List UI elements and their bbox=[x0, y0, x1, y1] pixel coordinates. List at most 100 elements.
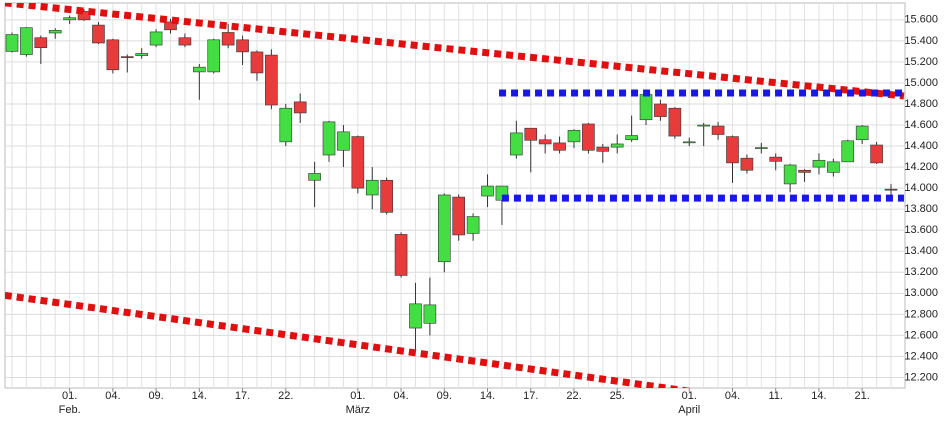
candle-body bbox=[63, 17, 76, 21]
candle-body bbox=[510, 132, 523, 156]
y-tick-label: 12.800 bbox=[904, 308, 938, 320]
candle-body bbox=[380, 179, 393, 213]
candle-body bbox=[164, 21, 177, 31]
x-tick-label: 14. bbox=[811, 390, 826, 402]
candle-body bbox=[437, 194, 451, 263]
candle-body bbox=[466, 216, 480, 234]
candle-body bbox=[207, 39, 221, 73]
y-tick-label: 15.400 bbox=[904, 35, 938, 47]
candle-body bbox=[279, 107, 293, 143]
candle-body bbox=[538, 139, 552, 145]
month-label: April bbox=[678, 404, 700, 416]
candle-body bbox=[322, 121, 336, 156]
y-tick-label: 12.400 bbox=[904, 350, 938, 362]
candle-body bbox=[610, 143, 624, 148]
x-tick-label: 01. bbox=[350, 390, 365, 402]
x-tick-label: 14. bbox=[480, 390, 495, 402]
y-tick-label: 13.000 bbox=[904, 287, 938, 299]
x-tick-label: 09. bbox=[148, 390, 163, 402]
x-tick-label: 04. bbox=[393, 390, 408, 402]
candle-body bbox=[77, 11, 91, 21]
candle-body bbox=[221, 32, 235, 46]
candle-body bbox=[567, 129, 581, 143]
candle-body bbox=[783, 164, 797, 185]
x-tick-label: 04. bbox=[725, 390, 740, 402]
candle-body bbox=[755, 147, 768, 149]
x-tick-label: 17. bbox=[523, 390, 538, 402]
y-tick-label: 13.600 bbox=[904, 224, 938, 236]
trend-line bbox=[5, 3, 905, 100]
candle-body bbox=[351, 136, 365, 189]
candle-body bbox=[726, 136, 739, 164]
candle-body bbox=[452, 196, 466, 236]
candle-body bbox=[423, 304, 437, 324]
candle-body bbox=[409, 303, 422, 329]
trend-line bbox=[5, 291, 692, 388]
x-tick-label: 17. bbox=[235, 390, 250, 402]
x-tick-label: 22. bbox=[278, 390, 293, 402]
candle-body bbox=[697, 124, 710, 127]
candle-body bbox=[553, 142, 566, 151]
x-tick-label: 22. bbox=[566, 390, 581, 402]
candle-body bbox=[34, 37, 48, 49]
candle-body bbox=[798, 169, 811, 173]
month-label: März bbox=[346, 404, 370, 416]
candle-body bbox=[337, 131, 350, 151]
candle-body bbox=[639, 94, 653, 121]
trend-lines bbox=[5, 3, 905, 388]
candle-body bbox=[524, 127, 538, 141]
candle-body bbox=[582, 123, 595, 151]
candle-body bbox=[769, 156, 783, 162]
x-tick-label: 01. bbox=[62, 390, 77, 402]
candle-body bbox=[625, 135, 638, 141]
y-tick-label: 15.200 bbox=[904, 56, 938, 68]
candle-body bbox=[855, 125, 869, 141]
y-tick-label: 12.600 bbox=[904, 329, 938, 341]
y-tick-label: 15.000 bbox=[904, 77, 938, 89]
y-tick-label: 14.000 bbox=[904, 182, 938, 194]
x-tick-label: 11. bbox=[768, 390, 782, 402]
candle-body bbox=[884, 188, 898, 191]
x-tick-label: 09. bbox=[437, 390, 452, 402]
x-tick-label: 21. bbox=[855, 390, 870, 402]
x-tick-label: 14. bbox=[192, 390, 207, 402]
candle-body bbox=[841, 140, 855, 163]
y-tick-label: 13.200 bbox=[904, 266, 938, 278]
candle-body bbox=[106, 39, 120, 71]
candle-body bbox=[682, 141, 696, 144]
y-tick-label: 14.200 bbox=[904, 161, 938, 173]
candle-body bbox=[668, 107, 682, 137]
candle-body bbox=[20, 27, 33, 55]
candle-body bbox=[5, 34, 19, 52]
x-tick-label: 01. bbox=[682, 390, 697, 402]
month-label: Feb. bbox=[59, 404, 81, 416]
y-tick-label: 14.400 bbox=[904, 140, 938, 152]
candle-body bbox=[293, 101, 307, 114]
candle-body bbox=[265, 54, 278, 106]
candle-body bbox=[812, 159, 826, 168]
marks bbox=[5, 9, 898, 352]
labels: 12.200 12.400 12.600 12.800 13.000 13.200 13.4… bbox=[59, 14, 938, 416]
candle-body bbox=[193, 66, 206, 73]
candle-body bbox=[92, 24, 105, 44]
candle-body bbox=[236, 39, 249, 53]
y-tick-label: 14.600 bbox=[904, 119, 938, 131]
x-tick-label: 04. bbox=[105, 390, 120, 402]
candle-body bbox=[178, 37, 192, 46]
candle-body bbox=[149, 31, 163, 46]
y-tick-label: 12.200 bbox=[904, 371, 938, 383]
candle-body bbox=[120, 56, 134, 58]
candle-body bbox=[48, 30, 62, 34]
y-tick-label: 13.400 bbox=[904, 245, 938, 257]
candle-body bbox=[481, 185, 494, 197]
candle-body bbox=[308, 173, 321, 181]
candle-body bbox=[740, 157, 754, 171]
candle-body bbox=[654, 103, 667, 117]
candle-body bbox=[827, 161, 840, 173]
y-tick-label: 15.600 bbox=[904, 14, 938, 26]
candle-body bbox=[596, 146, 610, 152]
x-tick-label: 25. bbox=[610, 390, 625, 402]
candle-body bbox=[870, 144, 883, 164]
